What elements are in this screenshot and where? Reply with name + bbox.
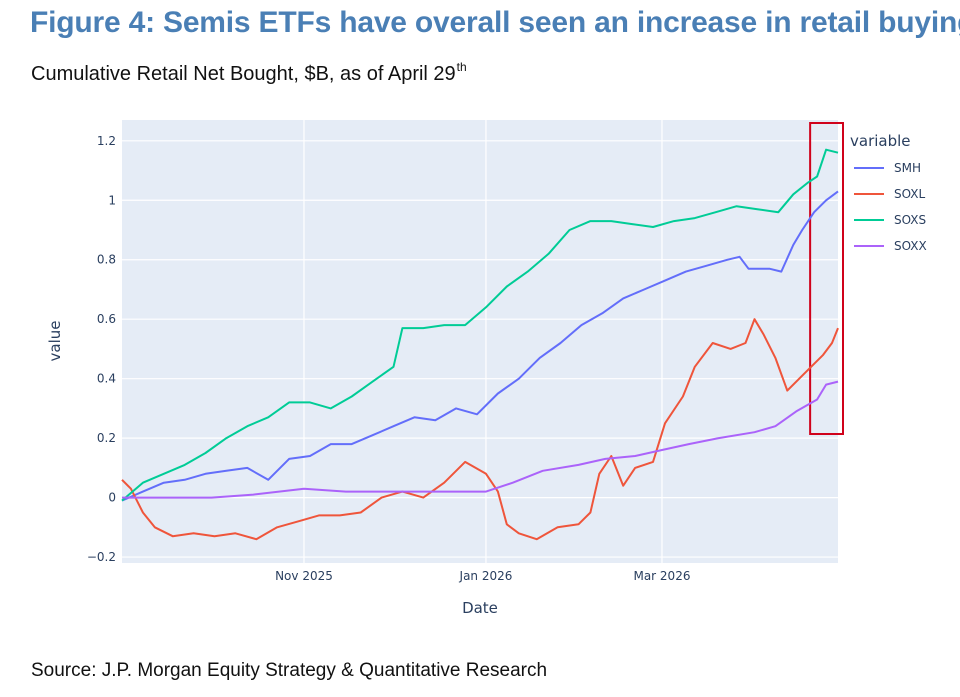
- figure-title: Figure 4: Semis ETFs have overall seen a…: [30, 6, 960, 39]
- legend-item-smh[interactable]: SMH: [854, 161, 921, 175]
- legend-label: SOXS: [894, 213, 926, 227]
- y-axis-title: value: [46, 321, 64, 362]
- figure-subtitle-text: Cumulative Retail Net Bought, $B, as of …: [31, 63, 456, 85]
- y-tick-labels: 1.2 1 0.8 0.6 0.4 0.2 0 −0.2: [87, 134, 116, 564]
- source-note: Source: J.P. Morgan Equity Strategy & Qu…: [31, 660, 548, 681]
- legend-item-soxx[interactable]: SOXX: [854, 239, 927, 253]
- y-tick-label: 1.2: [97, 134, 116, 148]
- x-tick-labels: Nov 2025 Jan 2026 Mar 2026: [275, 569, 690, 583]
- series-line-soxx: [122, 380, 839, 499]
- y-tick-label: 0.4: [97, 372, 116, 386]
- y-tick-label: 0: [108, 491, 116, 505]
- y-tick-label: 1: [108, 193, 116, 207]
- y-tick-label: 0.2: [97, 431, 116, 445]
- series-line-soxs: [121, 148, 839, 502]
- x-axis-title: Date: [462, 599, 498, 617]
- legend-title: variable: [850, 132, 911, 150]
- legend[interactable]: SMH SOXL SOXS SOXX: [854, 161, 927, 253]
- x-tick-label: Mar 2026: [633, 569, 690, 583]
- highlight-box: [809, 122, 845, 435]
- series-line-soxl: [121, 318, 839, 541]
- y-tick-label: 0.6: [97, 312, 116, 326]
- legend-item-soxl[interactable]: SOXL: [854, 187, 926, 201]
- y-tick-label: −0.2: [87, 550, 116, 564]
- figure-subtitle: Cumulative Retail Net Bought, $B, as of …: [31, 60, 467, 86]
- legend-label: SOXL: [894, 187, 926, 201]
- y-tick-label: 0.8: [97, 253, 116, 267]
- legend-label: SMH: [894, 161, 921, 175]
- highlight-box-group: [809, 122, 845, 435]
- legend-label: SOXX: [894, 239, 927, 253]
- series-lines: [121, 148, 839, 541]
- x-tick-label: Jan 2026: [459, 569, 513, 583]
- x-tick-label: Nov 2025: [275, 569, 333, 583]
- legend-item-soxs[interactable]: SOXS: [854, 213, 926, 227]
- series-line-smh: [121, 190, 839, 502]
- plot-background: [122, 120, 838, 563]
- figure-subtitle-superscript: th: [456, 60, 467, 74]
